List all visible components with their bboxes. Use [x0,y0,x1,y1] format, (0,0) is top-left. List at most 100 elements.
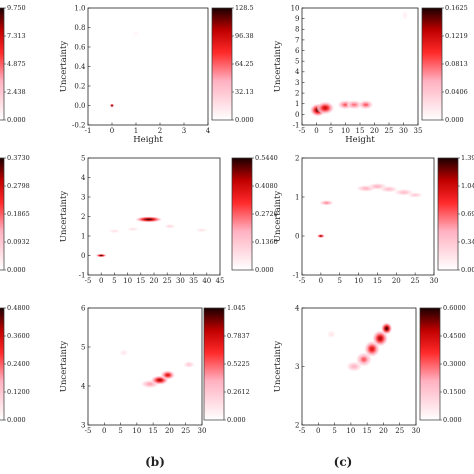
heatmap-r3c2 [327,322,392,372]
x-tick-label: 15 [363,427,372,435]
y-tick-label: 4 [295,304,300,312]
y-axis-label: Uncertainty [273,191,283,243]
y-tick-label: 0.2 [74,82,85,90]
colorbar-label: 0.0932 [7,238,30,246]
x-tick-label: 30 [176,277,185,285]
x-tick-label: -5 [299,277,306,285]
x-tick-label: 30 [412,427,421,435]
x-tick-label: 5 [118,427,122,435]
x-tick-label: 20 [370,127,379,135]
density-contour [385,327,388,330]
colorbar-left-r3 [0,307,5,421]
density-contour [330,333,333,336]
y-tick-label: -1 [79,271,86,279]
panel-label-b: (b) [145,455,165,469]
x-tick-label: 25 [163,277,172,285]
colorbar-label: 0.3730 [7,154,30,162]
x-tick-label: 35 [414,127,423,135]
x-axis-label: Height [133,135,163,145]
y-tick-label: 1 [295,193,299,201]
plot-frame [87,7,209,126]
y-tick-label: 4 [81,174,86,182]
colorbar-label: 0.3000 [443,360,466,368]
x-tick-label: 10 [123,277,132,285]
x-tick-label: 25 [411,277,420,285]
colorbar-left-r1 [0,7,5,121]
colorbar-label: 2.438 [7,88,26,96]
colorbar-label: 0.4800 [7,304,30,312]
x-tick-label: 15 [373,277,382,285]
x-tick-label: 40 [202,277,211,285]
x-tick-label: 35 [189,277,198,285]
colorbar-label: 0.000 [7,416,26,424]
y-tick-label: 2 [295,421,299,429]
density-contour [401,191,407,194]
x-tick-label: 0 [319,277,323,285]
x-tick-label: 30 [198,427,207,435]
density-contour [168,225,172,227]
y-tick-label: 5 [81,154,85,162]
y-tick-label: 0 [81,252,85,260]
heatmap-r3c1 [119,349,195,388]
colorbar-label: 0.2400 [7,360,30,368]
density-contour [378,336,382,341]
x-tick-label: 15 [356,127,365,135]
y-tick-label: 5 [295,58,299,66]
colorbar-label: 0.3488 [461,238,474,246]
colorbar-label: 0.6000 [443,304,466,312]
y-tick-label: 9 [295,15,299,23]
density-contour [122,352,125,354]
colorbar-label: 0.000 [443,416,462,424]
colorbar-label: 0.0813 [445,60,468,68]
colorbar-label: 0.1625 [445,4,468,12]
density-contour [166,373,170,377]
x-tick-label: 30 [399,127,408,135]
x-tick-label: 4 [206,127,211,135]
colorbar-label: 0.000 [227,416,246,424]
plot-frame [87,157,221,276]
density-contour [364,103,368,106]
x-tick-label: 20 [392,277,401,285]
y-axis-label: Uncertainty [59,341,69,393]
x-tick-label: 25 [395,427,404,435]
y-tick-label: 1 [295,100,299,108]
x-tick-label: 5 [332,427,336,435]
density-contour [375,185,380,188]
y-tick-label: 3 [295,79,299,87]
colorbar-label: 0.000 [461,266,474,274]
colorbar-r3c1 [203,307,225,421]
x-tick-label: -1 [85,127,92,135]
x-axis-label: Height [345,135,375,145]
x-tick-label: 1 [134,127,138,135]
x-tick-label: -5 [85,427,92,435]
y-tick-label: 7 [295,36,299,44]
density-contour [362,357,366,362]
colorbar-label: 1.046 [461,182,474,190]
density-contour [145,218,152,221]
density-contour [131,228,135,230]
colorbar-left-r2 [0,157,5,271]
colorbar-label: 0.1865 [7,210,30,218]
y-tick-label: 3 [295,363,299,371]
density-contour [370,347,374,351]
colorbar-label: 7.313 [7,32,26,40]
colorbar-label: 0.1200 [7,388,30,396]
y-tick-label: 4 [295,68,300,76]
x-tick-label: 20 [165,427,174,435]
colorbar-label: 0.3600 [7,332,30,340]
y-tick-label: 6 [81,304,86,312]
density-contour [363,187,369,190]
colorbar-label: 1.395 [461,154,474,162]
colorbar-label: 0.000 [445,116,464,124]
colorbar-label: 0.1219 [445,32,468,40]
colorbar-label: 0.000 [7,116,26,124]
y-tick-label: 3 [81,421,85,429]
x-tick-label: -5 [299,427,306,435]
colorbar-label: 4.875 [7,60,26,68]
density-contour [319,235,322,237]
density-contour [200,229,203,231]
heatmap-r2c2 [317,183,423,238]
colorbar-label: 0.4500 [443,332,466,340]
y-axis-label: Uncertainty [59,41,69,93]
colorbar-label: 0.7837 [227,332,250,340]
